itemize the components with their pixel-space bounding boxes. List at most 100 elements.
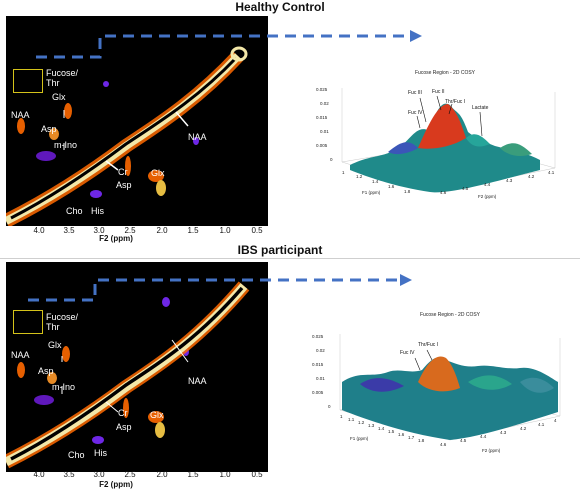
surface-ridge bbox=[466, 134, 490, 147]
cr-label: Cr bbox=[118, 408, 128, 418]
z-tick: 0.01 bbox=[320, 129, 329, 134]
naa-label: NAA bbox=[11, 110, 30, 120]
annotation-thr-fuc-i: Thr/Fuc I bbox=[445, 99, 466, 105]
cross-peak bbox=[148, 170, 164, 182]
x-tick: 0.5 bbox=[251, 470, 263, 479]
f1-tick: 1.3 bbox=[368, 423, 375, 428]
x-tick: 1.0 bbox=[219, 470, 231, 479]
z-tick: 0.015 bbox=[312, 362, 324, 367]
spectrum-graphic-ibs bbox=[6, 281, 250, 469]
x-tick: 0.5 bbox=[251, 226, 263, 235]
cross-peak bbox=[62, 346, 70, 362]
f2-tick: 4.4 bbox=[480, 434, 487, 439]
f2-tick: 4.3 bbox=[506, 178, 513, 183]
asp-label: Asp bbox=[38, 366, 54, 376]
his-label: His bbox=[94, 448, 107, 458]
surface-peak bbox=[418, 104, 466, 149]
cross-peak bbox=[155, 422, 165, 438]
annotation-thr-fuc-i: Thr/Fuc I bbox=[418, 342, 439, 348]
surface-plot-ibs: Fucose Region - 2D COSY Thr/Fuc I Fuc IV… bbox=[300, 312, 580, 462]
surface-graphic-ibs bbox=[339, 334, 561, 441]
f2-axis-title: F2 (ppm) bbox=[482, 448, 501, 453]
glx-label-right: Glx bbox=[151, 168, 165, 178]
x-tick: 4.0 bbox=[33, 226, 45, 235]
x-tick: 2.0 bbox=[156, 226, 168, 235]
f1-tick: 1.4 bbox=[378, 426, 385, 431]
f2-tick: 4.5 bbox=[462, 186, 469, 191]
cross-peak bbox=[103, 81, 109, 87]
cr-label: Cr bbox=[118, 167, 128, 177]
x-tick: 4.0 bbox=[33, 470, 45, 479]
annotation-fuc-iv: Fuc IV bbox=[400, 350, 415, 356]
fucose-label: Fucose/ Thr bbox=[46, 312, 79, 332]
f2-tick: 4.1 bbox=[538, 422, 545, 427]
diagonal-core bbox=[10, 286, 244, 461]
glx-label: Glx bbox=[52, 92, 66, 102]
z-tick: 0.02 bbox=[316, 348, 325, 353]
surface-ridge bbox=[468, 375, 512, 390]
surface bbox=[350, 103, 540, 193]
naa-diagonal-label: NAA bbox=[188, 132, 207, 142]
cross-peak bbox=[49, 128, 59, 140]
cross-peak bbox=[34, 395, 54, 405]
z-tick: 0.005 bbox=[316, 143, 328, 148]
f1-tick: 1 bbox=[342, 170, 345, 175]
annotation-arrow bbox=[426, 349, 433, 361]
x-tick: 1.0 bbox=[219, 226, 231, 235]
cho-label: Cho bbox=[68, 450, 85, 460]
f1-axis-title: F1 (ppm) bbox=[362, 190, 381, 195]
z-tick: 0.02 bbox=[320, 101, 329, 106]
f2-tick: 4 bbox=[554, 418, 557, 423]
surface bbox=[342, 357, 558, 440]
x-tick: 1.5 bbox=[187, 226, 199, 235]
annotation-arrow bbox=[436, 95, 442, 111]
annotation-lactate: Lactate bbox=[472, 105, 489, 111]
fucose-label: Fucose/ Thr bbox=[46, 68, 79, 88]
dashed-connector bbox=[28, 278, 400, 302]
naa-label: NAA bbox=[11, 350, 30, 360]
cross-peak bbox=[162, 297, 170, 307]
surface-graphic-healthy bbox=[341, 88, 556, 193]
x-tick: 1.5 bbox=[187, 470, 199, 479]
asp-label-lower: Asp bbox=[116, 180, 132, 190]
surface-peak bbox=[418, 356, 460, 392]
f1-tick: 1.8 bbox=[404, 189, 411, 194]
cross-peak bbox=[125, 156, 131, 176]
cho-label: Cho bbox=[66, 206, 83, 216]
label-arrow bbox=[105, 160, 119, 171]
glx-label-right: Glx bbox=[150, 410, 164, 420]
label-arrow bbox=[171, 339, 189, 363]
annotation-fuc-iii: Fuc III bbox=[408, 90, 422, 96]
cosy-spectrum-healthy: Fucose/ Thr NAA Glx Asp m-Ino Cr Asp Glx… bbox=[6, 16, 268, 226]
spectrum-graphic-healthy bbox=[6, 46, 248, 226]
surface-ridge bbox=[360, 378, 404, 392]
diagonal-end-peak bbox=[230, 46, 248, 62]
asp-label-lower: Asp bbox=[116, 422, 132, 432]
f2-axis-title: F2 (ppm) bbox=[478, 194, 497, 199]
f1-tick: 1.1 bbox=[348, 417, 355, 422]
arrow-head bbox=[410, 30, 422, 42]
x-tick: 3.5 bbox=[63, 226, 75, 235]
f2-tick: 4.5 bbox=[460, 438, 467, 443]
x-axis-healthy: 4.0 3.5 3.0 2.5 2.0 1.5 1.0 0.5 bbox=[6, 226, 268, 238]
f2-tick: 4.2 bbox=[528, 174, 535, 179]
cross-peak bbox=[64, 103, 72, 119]
annotation-arrow bbox=[419, 97, 427, 123]
annotation-fuc-ii: Fuc II bbox=[432, 89, 445, 95]
cross-peak bbox=[36, 151, 56, 161]
annotation-arrow bbox=[479, 111, 483, 137]
f2-tick: 4.6 bbox=[440, 190, 447, 195]
annotation-arrow bbox=[414, 357, 421, 371]
cross-peak bbox=[148, 411, 164, 423]
fucose-box bbox=[13, 69, 43, 93]
annotation-arrow bbox=[448, 103, 453, 115]
dashed-connector bbox=[36, 34, 410, 59]
his-label: His bbox=[91, 206, 104, 216]
x-tick: 3.5 bbox=[63, 470, 75, 479]
x-tick: 2.5 bbox=[124, 226, 136, 235]
arrow-head bbox=[400, 274, 412, 286]
surface-ridge bbox=[388, 142, 418, 155]
fucose-box bbox=[13, 310, 43, 334]
f1-tick: 1.6 bbox=[388, 184, 395, 189]
